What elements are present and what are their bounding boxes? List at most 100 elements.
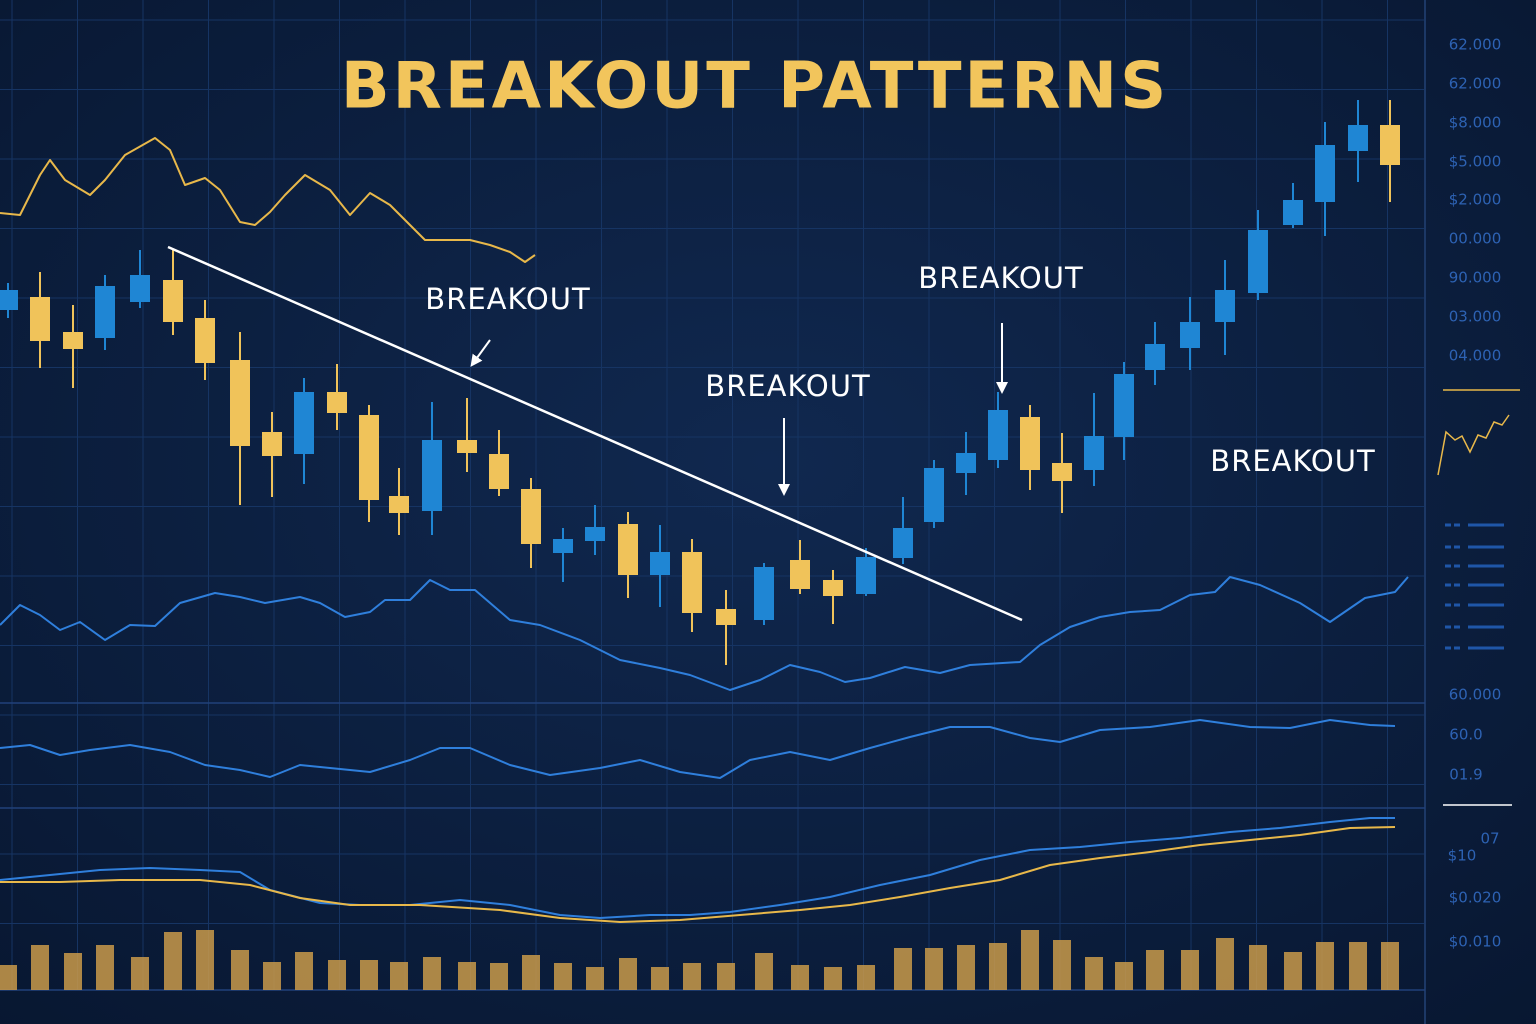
candle-body [856, 557, 876, 594]
candle-body [1020, 417, 1040, 470]
candle-body [389, 496, 409, 513]
volume-bar [328, 960, 346, 990]
axis-label: $5.000 [1449, 153, 1502, 171]
candle-body [988, 410, 1008, 460]
line-series [0, 137, 536, 263]
candle-body [924, 468, 944, 522]
candle-body [956, 453, 976, 473]
candle-body [823, 580, 843, 596]
grid [0, 0, 1425, 990]
axis-label: 62.000 [1449, 75, 1502, 93]
axis-label: $2.000 [1449, 191, 1502, 209]
volume-bar [295, 952, 313, 990]
candle-body [359, 415, 379, 500]
candle-body [1052, 463, 1072, 481]
annotation: BREAKOUT [1210, 444, 1375, 478]
volume-bar [458, 962, 476, 990]
volume-bar [1146, 950, 1164, 990]
candle-body [95, 286, 115, 338]
candle-body [893, 528, 913, 558]
candle-body [585, 527, 605, 541]
annotation: BREAKOUT [425, 282, 590, 316]
volume-bar [651, 967, 669, 990]
volume-bar [131, 957, 149, 990]
candle-body [1145, 344, 1165, 370]
volume-bar [755, 953, 773, 990]
volume-bar [31, 945, 49, 990]
volume-bar [1053, 940, 1071, 990]
line-series [0, 826, 1396, 923]
candle-body [30, 297, 50, 341]
axis-label: 03.000 [1449, 308, 1502, 326]
candle-body [195, 318, 215, 363]
candle-body [489, 454, 509, 489]
axis-label: 62.000 [1449, 36, 1502, 54]
candle-body [262, 432, 282, 456]
candle-body [553, 539, 573, 553]
volume-bar [1349, 942, 1367, 990]
candle-body [327, 392, 347, 413]
candle-body [163, 280, 183, 322]
volume-bar [1085, 957, 1103, 990]
volume-bar [1284, 952, 1302, 990]
plot [0, 100, 1409, 990]
arrow [470, 339, 491, 367]
axis-label: 07 [1480, 830, 1499, 848]
volume-bar [0, 965, 17, 990]
volume-bar [1316, 942, 1334, 990]
candle-body [63, 332, 83, 349]
volume-bar [683, 963, 701, 990]
candle-body [230, 360, 250, 446]
volume-bar [522, 955, 540, 990]
side-panel [1445, 523, 1504, 650]
candle-body [1180, 322, 1200, 348]
volume-bar [957, 945, 975, 990]
candle-body [294, 392, 314, 454]
candle-body [716, 609, 736, 625]
volume-bar [1381, 942, 1399, 990]
candle-body [618, 524, 638, 575]
volume-bar [1021, 930, 1039, 990]
volume-bar [360, 960, 378, 990]
volume-bar [717, 963, 735, 990]
candle-body [1283, 200, 1303, 225]
candle-body [650, 552, 670, 575]
candle-body [1248, 230, 1268, 293]
volume-bar [894, 948, 912, 990]
volume-bar [231, 950, 249, 990]
volume-bar [196, 930, 214, 990]
axis-label: $0.020 [1449, 889, 1502, 907]
volume-bar [1181, 950, 1199, 990]
volume-bar [791, 965, 809, 990]
volume-bar [1115, 962, 1133, 990]
volume-bar [263, 962, 281, 990]
candle-body [1348, 125, 1368, 151]
volume-bar [1216, 938, 1234, 990]
candle-body [1215, 290, 1235, 322]
candle-body [0, 290, 18, 310]
axis-label: 04.000 [1449, 347, 1502, 365]
volume-bar [857, 965, 875, 990]
line-series [0, 576, 1409, 691]
volume-bar [824, 967, 842, 990]
axis-label: 90.000 [1449, 269, 1502, 287]
chart-title: BREAKOUT PATTERNS [341, 50, 1169, 124]
volume-bar [586, 967, 604, 990]
volume-bar [1249, 945, 1267, 990]
candle-body [754, 567, 774, 620]
axis-label: 00.000 [1449, 230, 1502, 248]
candle-body [457, 440, 477, 453]
volume-bar [64, 953, 82, 990]
axis-label: 01.9 [1449, 766, 1482, 784]
candle-body [1315, 145, 1335, 202]
candle-body [682, 552, 702, 613]
volume-bar [989, 943, 1007, 990]
annotation: BREAKOUT [918, 261, 1083, 295]
candle-body [130, 275, 150, 302]
candle-body [521, 489, 541, 544]
volume-bar [619, 958, 637, 990]
candle-body [1114, 374, 1134, 437]
